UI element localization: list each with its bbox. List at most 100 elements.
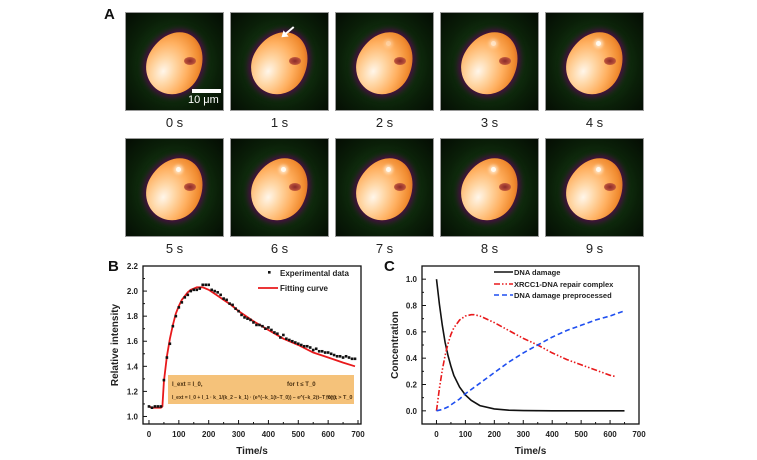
x-tick-label: 200	[202, 430, 216, 439]
y-tick-label: 1.8	[127, 312, 139, 321]
data-point	[285, 337, 288, 341]
x-tick-label: 700	[632, 430, 646, 439]
microscopy-frame	[230, 138, 329, 237]
scale-bar-label: 10 μm	[188, 94, 219, 106]
data-point	[198, 287, 202, 290]
y-tick-label: 0.0	[406, 407, 418, 416]
microscopy-frame: 10 μm	[125, 12, 224, 111]
data-point	[201, 283, 205, 287]
data-point	[261, 324, 264, 328]
microscopy-frame	[440, 12, 539, 111]
data-point	[153, 405, 157, 408]
data-point	[192, 288, 196, 292]
nucleolus	[184, 57, 196, 65]
data-point	[353, 357, 357, 361]
data-point	[270, 328, 273, 332]
data-point	[305, 344, 309, 348]
data-point	[186, 293, 190, 297]
data-point	[344, 354, 348, 358]
damage-spot	[176, 167, 181, 172]
data-point	[332, 353, 336, 357]
data-point	[308, 346, 312, 349]
y-tick-label: 1.6	[127, 337, 139, 346]
y-tick-label: 0.6	[406, 328, 418, 337]
data-point	[273, 331, 276, 334]
data-point	[228, 302, 231, 305]
damage-spot	[281, 167, 286, 172]
y-tick-label: 0.8	[406, 302, 418, 311]
data-point	[296, 342, 300, 346]
x-axis-label: Time/s	[236, 446, 268, 457]
nucleolus	[289, 183, 301, 191]
nucleolus	[184, 183, 196, 191]
equation-line-2: I_ext = I_0 + I_1 · k_1/(k_2 − k_1) · (e…	[172, 395, 338, 401]
data-point	[267, 326, 270, 329]
data-point	[255, 323, 258, 327]
x-tick-label: 600	[603, 430, 617, 439]
preprocessed-line	[436, 310, 625, 412]
data-point	[216, 291, 219, 294]
nucleolus	[499, 57, 511, 65]
frame-time-label: 9 s	[585, 241, 604, 256]
x-axis-label: Time/s	[515, 446, 547, 457]
data-point	[210, 288, 213, 292]
data-point	[195, 288, 199, 292]
x-tick-label: 500	[292, 430, 306, 439]
y-tick-label: 1.0	[127, 412, 139, 421]
data-point	[294, 341, 297, 344]
y-axis-label: Concentration	[390, 311, 401, 379]
frame-time-label: 7 s	[375, 241, 394, 256]
nucleolus	[394, 183, 406, 191]
x-tick-label: 300	[232, 430, 246, 439]
y-tick-label: 2.2	[127, 262, 139, 271]
frame-time-label: 5 s	[165, 241, 184, 256]
frame-time-label: 8 s	[480, 241, 499, 256]
data-point	[231, 303, 234, 307]
data-point	[350, 357, 354, 361]
microscopy-frame	[545, 138, 644, 237]
microscopy-frame	[125, 138, 224, 237]
x-tick-label: 200	[488, 430, 502, 439]
nucleolus	[604, 183, 616, 191]
microscopy-frame	[335, 12, 434, 111]
x-tick-label: 400	[546, 430, 560, 439]
y-tick-label: 2.0	[127, 287, 139, 296]
data-point	[207, 283, 210, 287]
frame-time-label: 2 s	[375, 115, 394, 130]
data-point	[302, 344, 306, 348]
data-point	[249, 318, 252, 322]
nucleolus	[289, 57, 301, 65]
data-point	[279, 336, 282, 339]
data-point	[282, 333, 285, 337]
data-point	[299, 343, 303, 347]
data-point	[237, 309, 240, 313]
data-point	[320, 349, 324, 353]
data-point	[213, 289, 216, 293]
data-point	[234, 307, 237, 310]
plot-frame	[142, 265, 362, 425]
panel-b-letter: B	[108, 258, 119, 275]
data-point	[204, 283, 208, 287]
equation-line-1-condition: for t ≤ T_0	[287, 382, 316, 388]
microscopy-frame	[440, 138, 539, 237]
damage-spot	[386, 41, 391, 46]
x-tick-label: 100	[459, 430, 473, 439]
dna-damage-line	[435, 279, 625, 412]
plot-frame	[421, 265, 640, 425]
damage-spot	[596, 41, 601, 46]
data-point	[183, 296, 187, 299]
data-point	[338, 354, 342, 358]
x-tick-label: 400	[262, 430, 276, 439]
data-point	[219, 293, 222, 297]
data-point	[225, 298, 228, 302]
repair-complex-line	[435, 313, 617, 411]
x-tick-label: 0	[147, 430, 152, 439]
frame-time-label: 1 s	[270, 115, 289, 130]
legend-label-experimental: Experimental data	[280, 269, 349, 278]
data-point	[288, 338, 291, 342]
y-tick-label: 1.4	[127, 362, 139, 371]
data-point	[329, 352, 333, 356]
frame-time-label: 3 s	[480, 115, 499, 130]
